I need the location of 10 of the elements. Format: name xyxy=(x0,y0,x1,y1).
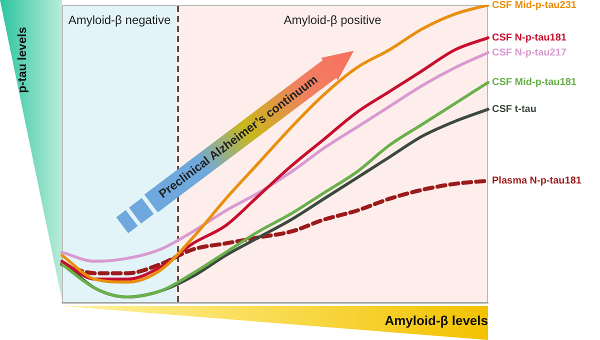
x-axis-title: Amyloid-β levels xyxy=(384,313,488,328)
series-label: CSF N-p-tau217 xyxy=(492,47,567,58)
y-axis-title: p-tau levels xyxy=(15,26,29,94)
series-label: CSF Mid-p-tau231 xyxy=(492,0,577,11)
series-label: CSF N-p-tau181 xyxy=(492,32,567,44)
series-label: Plasma N-p-tau181 xyxy=(492,176,582,187)
series-label: CSF Mid-p-tau181 xyxy=(492,77,577,88)
annotation: Amyloid-β negative xyxy=(68,13,171,27)
annotation: Amyloid-β positive xyxy=(284,13,382,27)
series-label: CSF t-tau xyxy=(492,104,536,116)
